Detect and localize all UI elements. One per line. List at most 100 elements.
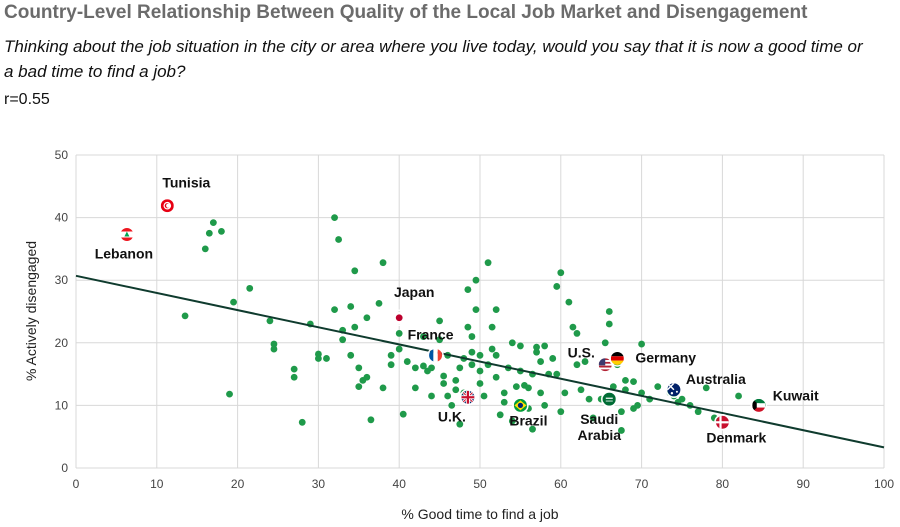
country-label: Denmark <box>706 429 766 445</box>
data-point <box>456 364 464 372</box>
flag-border <box>118 226 136 243</box>
data-point <box>541 342 549 350</box>
y-tick-label: 20 <box>55 336 69 350</box>
flag-border <box>159 197 176 214</box>
data-point <box>500 389 508 397</box>
data-point <box>351 267 359 275</box>
data-point <box>367 416 375 424</box>
data-point <box>181 312 189 320</box>
data-point <box>375 299 383 307</box>
data-point <box>601 339 609 347</box>
country-point-brazil: Brazil <box>509 397 547 428</box>
data-point <box>335 236 342 243</box>
country-point-japan: Japan <box>390 284 434 327</box>
data-point <box>488 345 496 353</box>
data-point <box>440 372 448 380</box>
data-point <box>694 408 702 416</box>
data-point <box>448 402 456 409</box>
y-tick-label: 0 <box>61 461 68 475</box>
data-point <box>488 323 496 331</box>
data-point <box>464 286 472 293</box>
x-axis-label: % Good time to find a job <box>401 506 558 522</box>
country-point-usa: U.S. <box>568 345 614 373</box>
data-point <box>379 259 387 267</box>
data-point <box>290 365 298 373</box>
data-points <box>181 214 767 434</box>
country-label: France <box>408 326 454 342</box>
data-point <box>347 351 355 359</box>
data-point <box>609 383 617 391</box>
lebanon-flag-icon <box>120 228 134 242</box>
data-point <box>533 348 540 356</box>
data-point <box>440 380 448 387</box>
data-point <box>420 362 427 370</box>
x-tick-label: 0 <box>73 477 80 491</box>
flag-border <box>750 397 768 414</box>
data-point <box>492 373 500 381</box>
data-point <box>500 398 508 406</box>
data-point <box>331 306 338 314</box>
data-point <box>585 395 593 403</box>
data-point <box>496 411 504 419</box>
data-point <box>484 259 492 267</box>
data-point <box>492 351 500 359</box>
data-point <box>605 320 613 328</box>
data-point <box>218 227 225 235</box>
data-point <box>379 384 387 392</box>
x-tick-label: 100 <box>874 477 894 491</box>
y-axis-label: % Actively disengaged <box>23 241 39 381</box>
data-point <box>565 298 573 306</box>
data-point <box>436 317 443 325</box>
data-point <box>533 343 540 351</box>
data-point <box>557 408 565 416</box>
data-point <box>323 355 330 362</box>
france-flag-icon <box>429 348 443 362</box>
axis-ticks: 0 10 20 30 40 50 0 10 20 30 40 50 60 70 80 90 100 <box>55 148 895 491</box>
data-point <box>355 364 363 372</box>
data-point <box>638 340 645 348</box>
country-point-tunisia: Tunisia <box>159 175 211 214</box>
data-point <box>464 323 472 331</box>
correlation-label: r=0.55 <box>4 91 50 108</box>
country-point-denmark: Denmark <box>706 414 767 445</box>
x-tick-label: 10 <box>150 477 164 491</box>
data-point <box>549 355 557 362</box>
country-point-germany: Germany <box>609 349 696 367</box>
trend-line <box>75 274 885 449</box>
data-point <box>537 389 544 397</box>
data-point <box>452 386 460 394</box>
country-label: Saudi <box>580 411 618 427</box>
data-point <box>508 417 516 425</box>
country-point-france: France <box>408 326 454 364</box>
data-point <box>492 306 500 314</box>
data-point <box>581 358 589 365</box>
flag-border <box>512 397 529 414</box>
data-point <box>468 348 476 356</box>
country-point-kuwait: Kuwait <box>750 387 819 414</box>
country-label: Tunisia <box>162 175 210 191</box>
data-point <box>270 340 278 348</box>
survey-question: Thinking about the job situation in the … <box>4 37 863 81</box>
x-tick-label: 90 <box>797 477 811 491</box>
data-point <box>735 392 742 400</box>
brazil-flag-icon <box>513 398 527 412</box>
data-point <box>480 392 488 400</box>
data-point <box>290 373 298 381</box>
x-tick-label: 30 <box>312 477 326 491</box>
data-point <box>512 383 520 391</box>
uk-flag-icon <box>461 390 475 404</box>
data-point <box>618 427 625 434</box>
data-point <box>347 303 355 310</box>
x-tick-label: 20 <box>231 477 245 491</box>
data-point <box>403 358 411 365</box>
country-label: U.K. <box>438 408 466 424</box>
country-label: Germany <box>635 349 696 365</box>
data-point <box>702 384 710 392</box>
data-point <box>363 373 371 381</box>
data-point <box>472 276 480 284</box>
data-point <box>266 317 274 325</box>
data-point <box>201 245 209 253</box>
data-point <box>517 342 524 350</box>
x-tick-label: 70 <box>635 477 649 491</box>
